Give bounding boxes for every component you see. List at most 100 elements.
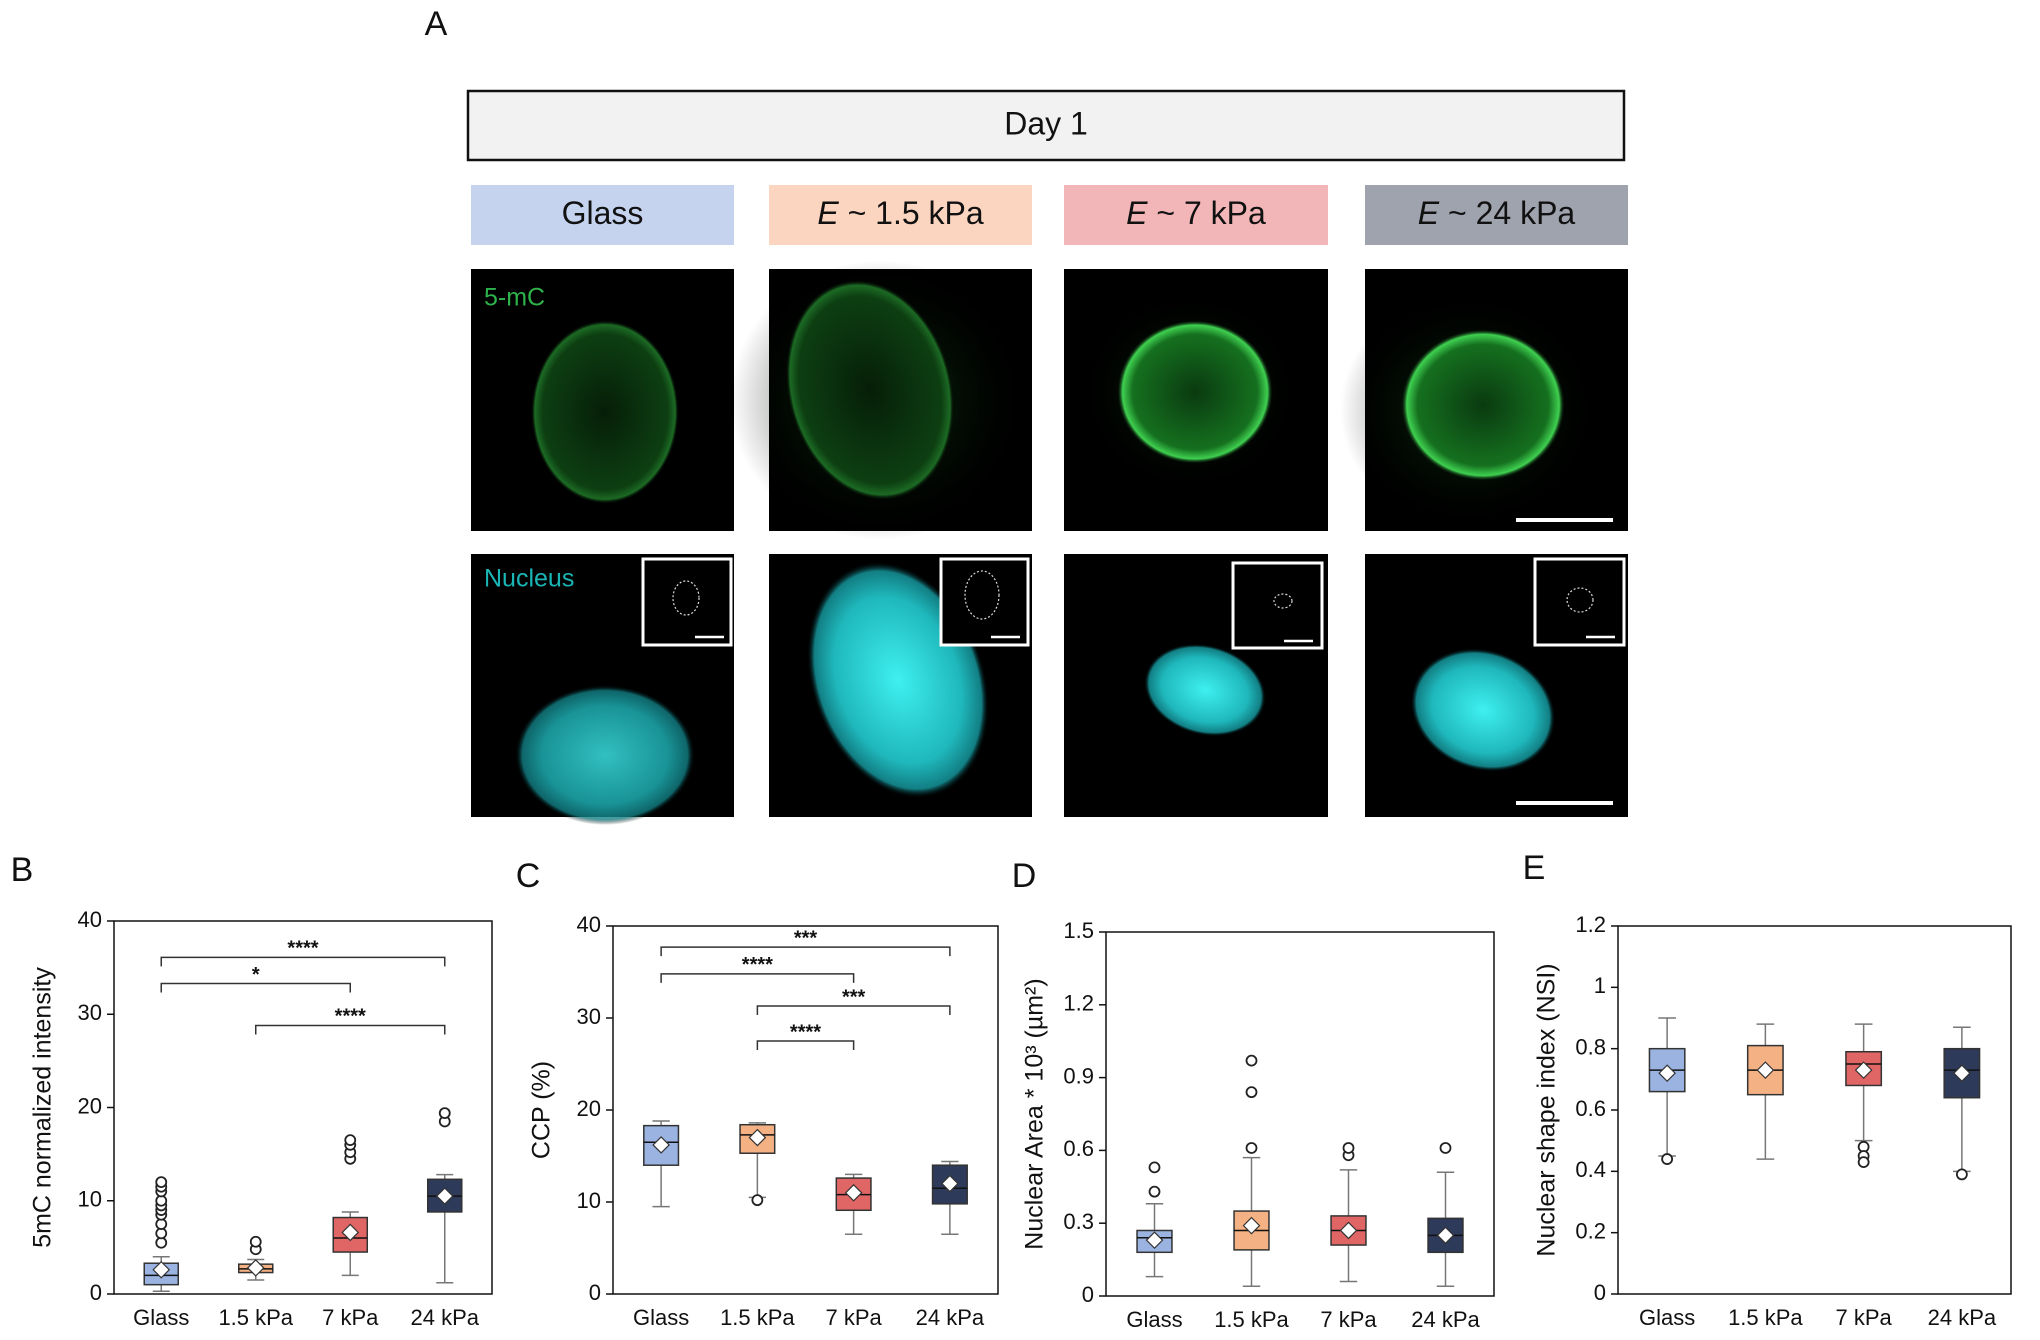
micrograph-row [471, 554, 1628, 825]
panel-label: E [1523, 849, 1546, 887]
x-tick-label: 24 kPa [1928, 1305, 1997, 1330]
header-box [466, 89, 1626, 162]
y-axis-label: CCP (%) [528, 1061, 556, 1159]
channel-label: 5-mC [484, 284, 545, 312]
y-tick-label: 20 [577, 1096, 601, 1121]
mean-marker [1242, 1216, 1261, 1235]
header-text: Day 1 [1004, 105, 1088, 141]
cell-signal [531, 320, 679, 504]
condition-header [471, 185, 734, 245]
plot-frame [1105, 931, 1495, 1297]
significance-label: **** [287, 938, 318, 960]
x-tick-label: 24 kPa [411, 1305, 480, 1330]
condition-label: Glass [562, 195, 644, 231]
panel-label: C [516, 857, 541, 895]
outlier [751, 1194, 764, 1207]
significance-label: *** [794, 927, 818, 949]
y-tick-label: 0 [589, 1280, 601, 1305]
outlier [1148, 1161, 1161, 1174]
significance-bracket [660, 973, 855, 983]
significance-bracket [660, 946, 951, 957]
mean-marker [1436, 1226, 1455, 1245]
mean-marker [1756, 1061, 1775, 1079]
outlier [1857, 1156, 1870, 1169]
condition-symbol: E [1126, 195, 1148, 231]
inset-contours [672, 570, 1594, 620]
y-tick-label: 0.3 [1063, 1209, 1094, 1234]
y-tick-label: 0 [1594, 1280, 1606, 1305]
mean-marker [748, 1128, 767, 1147]
condition-header [1365, 185, 1628, 245]
x-tick-label: 1.5 kPa [720, 1305, 795, 1330]
x-tick-label: 24 kPa [916, 1305, 985, 1330]
inset-contour [1566, 587, 1594, 613]
inset-scale-bars [695, 635, 1615, 643]
outlier [249, 1235, 262, 1248]
y-tick-label: 0.4 [1575, 1157, 1606, 1182]
significance-label: **** [335, 1006, 366, 1028]
condition-label: E ~ 7 kPa [1126, 195, 1266, 231]
outlier [1661, 1153, 1674, 1165]
x-tick-label: 1.5 kPa [1214, 1307, 1289, 1332]
plot-frame [113, 920, 493, 1295]
mean-marker [1854, 1061, 1873, 1079]
x-tick-label: Glass [633, 1305, 689, 1330]
inset [939, 557, 1030, 647]
y-tick-label: 30 [78, 1000, 102, 1025]
condition-symbol: E [817, 195, 839, 231]
significance-bracket [160, 982, 351, 993]
outlier [438, 1107, 451, 1119]
condition-spacer [839, 195, 848, 231]
x-tick-label: 24 kPa [1411, 1307, 1480, 1332]
y-tick-label: 0.9 [1063, 1063, 1094, 1088]
x-tick-label: 7 kPa [825, 1305, 882, 1330]
y-tick-label: 0.6 [1575, 1096, 1606, 1121]
mean-marker [1658, 1064, 1676, 1083]
nucleus [1143, 643, 1267, 737]
y-axis-label: Nuclear shape index (NSI) [1533, 963, 1561, 1256]
y-tick-label: 10 [577, 1188, 601, 1213]
y-tick-label: 1.2 [1575, 912, 1606, 937]
channel-label: Nucleus [484, 565, 574, 593]
significance-bracket [756, 1005, 951, 1016]
outlier [1245, 1086, 1258, 1099]
y-tick-label: 40 [78, 907, 102, 932]
outlier [1245, 1142, 1258, 1154]
mean-marker [941, 1174, 959, 1193]
outlier [1148, 1185, 1161, 1198]
x-tick-label: Glass [1126, 1307, 1182, 1332]
micrograph-row [471, 260, 1628, 540]
panel-label: A [425, 5, 448, 43]
condition-label: E ~ 1.5 kPa [817, 195, 984, 231]
outlier [344, 1134, 357, 1147]
condition-text: Glass [562, 195, 644, 231]
nucleus [1410, 648, 1556, 772]
mean-marker [844, 1183, 863, 1202]
y-tick-label: 20 [78, 1093, 102, 1118]
significance-label: *** [842, 986, 866, 1008]
panel-label: B [11, 851, 34, 889]
mean-marker [152, 1260, 171, 1279]
plot-frame [612, 925, 999, 1295]
condition-spacer [1439, 195, 1448, 231]
y-axis-label: 5mC normalized intensity [29, 967, 57, 1248]
condition-symbol: E [1418, 195, 1440, 231]
inset [1533, 557, 1626, 647]
inset-contour [964, 570, 1000, 620]
mean-marker [341, 1223, 360, 1242]
mean-marker [1953, 1064, 1971, 1083]
mean-marker [435, 1187, 454, 1205]
outlier [1342, 1142, 1355, 1154]
condition-text: ~ 1.5 kPa [848, 195, 984, 231]
cell-signal [1401, 329, 1565, 481]
y-tick-label: 0 [1082, 1282, 1094, 1307]
x-tick-label: 1.5 kPa [1728, 1305, 1803, 1330]
y-tick-label: 10 [78, 1187, 102, 1212]
x-tick-label: 7 kPa [1835, 1305, 1892, 1330]
mean-marker [1145, 1231, 1164, 1250]
x-tick-label: Glass [1639, 1305, 1695, 1330]
significance-label: **** [742, 954, 773, 976]
x-tick-label: 7 kPa [322, 1305, 379, 1330]
significance-bracket [160, 956, 446, 967]
